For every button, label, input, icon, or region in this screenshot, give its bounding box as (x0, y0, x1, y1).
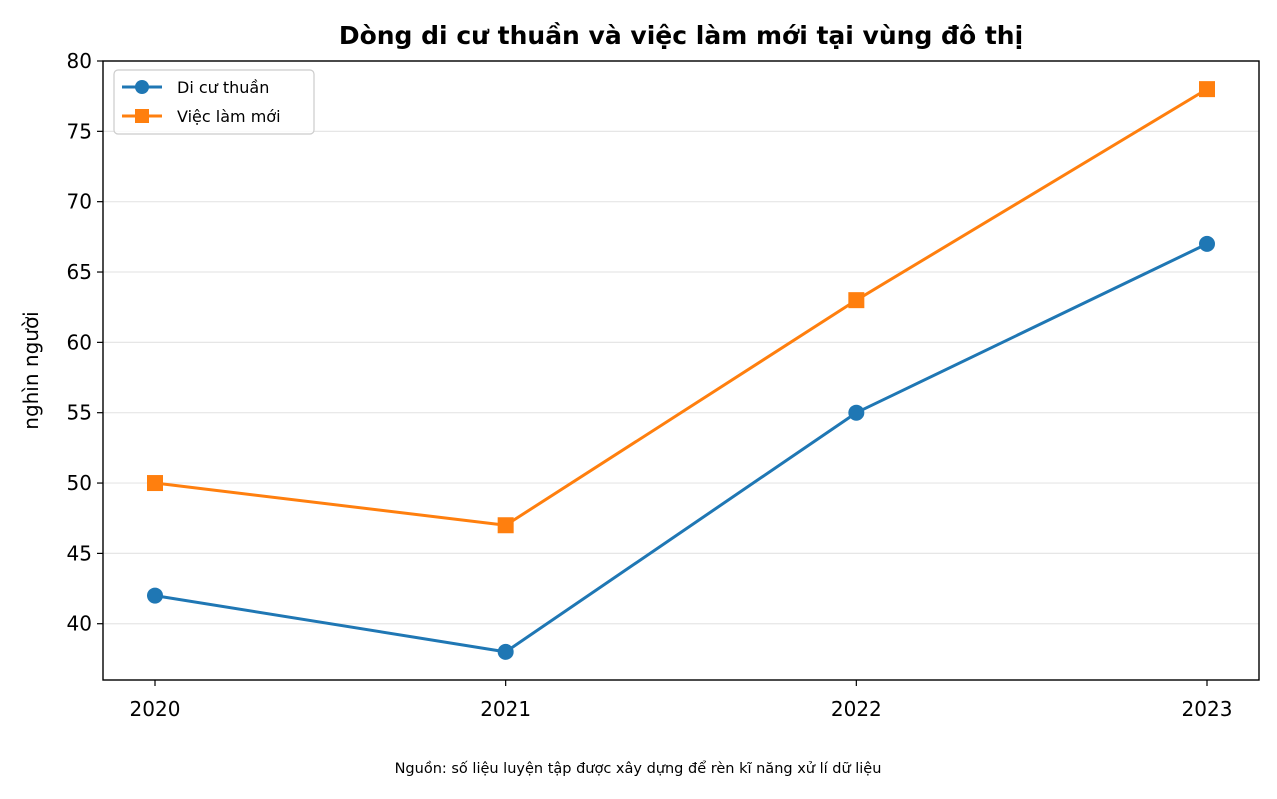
legend-label: Việc làm mới (177, 107, 281, 126)
y-tick-label: 65 (67, 260, 92, 284)
series-2 (147, 81, 1215, 534)
legend-item: Di cư thuần (122, 78, 269, 97)
data-point (147, 475, 163, 492)
series-lines (147, 81, 1215, 660)
series-line (154, 242, 1208, 654)
y-tick-label: 80 (67, 49, 92, 73)
x-tick-label: 2021 (480, 697, 531, 721)
y-tick-label: 45 (67, 541, 92, 565)
plot-area-frame (102, 60, 1260, 681)
data-point (1199, 81, 1215, 98)
y-tick-label: 55 (67, 401, 92, 425)
source-note: Nguồn: số liệu luyện tập được xây dựng đ… (395, 760, 882, 777)
data-point (147, 587, 163, 604)
y-tick-label: 70 (67, 190, 92, 214)
data-point (1199, 235, 1215, 252)
data-point (497, 517, 514, 534)
y-tick-label: 50 (67, 471, 92, 495)
y-tick-label: 75 (67, 119, 92, 143)
data-point (848, 404, 865, 421)
y-axis-label: nghìn người (19, 311, 43, 429)
x-tick-label: 2020 (130, 697, 181, 721)
y-tick-label: 60 (67, 330, 92, 354)
data-point (497, 643, 514, 660)
y-axis-ticks: 40 45 50 55 60 65 70 75 80 (67, 49, 103, 636)
data-point (848, 292, 865, 309)
x-tick-label: 2022 (831, 697, 882, 721)
gridlines (103, 60, 1259, 625)
legend-box (113, 69, 315, 135)
chart-title: Dòng di cư thuần và việc làm mới tại vùn… (339, 21, 1023, 50)
x-axis-ticks: 2020 2021 2022 2023 (130, 680, 1233, 721)
legend-label: Di cư thuần (177, 78, 269, 97)
legend-marker (135, 109, 149, 123)
legend: Di cư thuần Việc làm mới (113, 69, 315, 135)
legend-item: Việc làm mới (122, 107, 281, 126)
x-tick-label: 2023 (1182, 697, 1233, 721)
y-tick-label: 40 (67, 612, 92, 636)
legend-marker (135, 80, 149, 94)
series-1 (147, 235, 1215, 660)
series-line (154, 87, 1208, 527)
